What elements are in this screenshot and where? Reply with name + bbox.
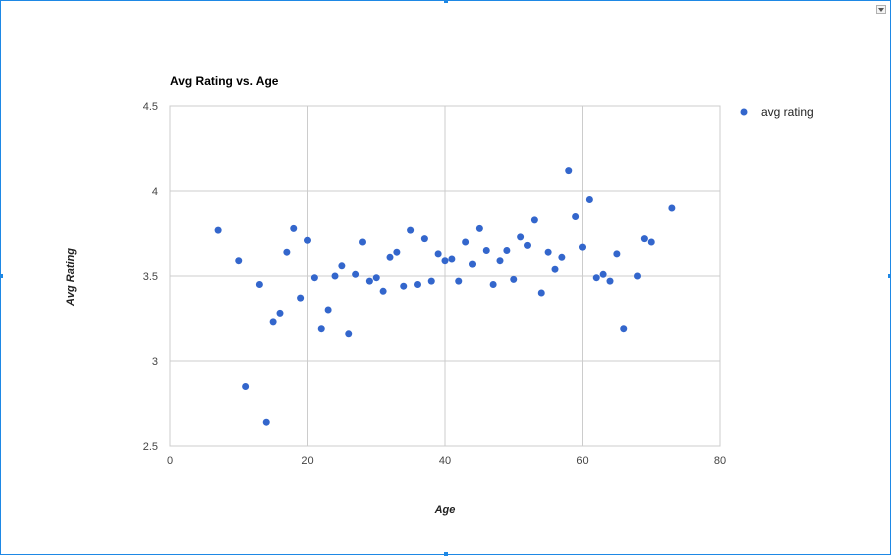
y-tick-label: 4: [152, 186, 158, 198]
y-tick-label: 3.5: [143, 271, 158, 283]
legend: avg rating: [740, 105, 814, 119]
data-point[interactable]: [579, 243, 586, 251]
data-point[interactable]: [365, 277, 373, 285]
data-point[interactable]: [269, 318, 277, 326]
data-point[interactable]: [668, 204, 676, 212]
data-point[interactable]: [462, 238, 470, 246]
data-point[interactable]: [379, 287, 387, 295]
data-point[interactable]: [386, 253, 394, 261]
chevron-down-icon: [878, 7, 884, 12]
data-point[interactable]: [585, 196, 593, 203]
data-point[interactable]: [544, 248, 552, 256]
x-tick-label: 40: [439, 455, 451, 467]
resize-handle-bottom[interactable]: [444, 552, 448, 556]
data-point[interactable]: [420, 235, 428, 243]
data-point[interactable]: [489, 281, 497, 288]
data-point[interactable]: [592, 274, 600, 282]
data-point[interactable]: [647, 238, 655, 246]
data-point[interactable]: [503, 247, 511, 254]
data-point[interactable]: [455, 277, 463, 285]
y-tick-label: 3: [152, 356, 158, 368]
resize-handle-left[interactable]: [0, 274, 3, 278]
data-point[interactable]: [434, 250, 442, 258]
data-point[interactable]: [606, 277, 614, 285]
data-point[interactable]: [297, 294, 305, 302]
data-point[interactable]: [599, 270, 607, 278]
data-point[interactable]: [310, 274, 318, 282]
data-point[interactable]: [400, 282, 408, 290]
x-tick-label: 20: [301, 455, 313, 467]
data-point[interactable]: [469, 260, 476, 268]
data-point[interactable]: [565, 167, 573, 175]
x-tick-label: 80: [714, 455, 726, 467]
data-point[interactable]: [517, 233, 525, 241]
data-point[interactable]: [345, 330, 353, 338]
x-axis-title: Age: [434, 504, 456, 516]
data-point[interactable]: [262, 418, 270, 426]
data-point[interactable]: [427, 277, 435, 285]
data-point[interactable]: [537, 289, 545, 297]
data-point[interactable]: [235, 257, 243, 265]
data-point[interactable]: [448, 255, 456, 263]
y-axis-ticks: 2.5 3 3.5 4 4.5: [143, 101, 158, 453]
data-point[interactable]: [482, 247, 490, 254]
data-point[interactable]: [510, 275, 518, 283]
data-point[interactable]: [290, 224, 298, 232]
data-point[interactable]: [496, 257, 504, 265]
plot-border: [169, 105, 721, 447]
data-point[interactable]: [640, 235, 648, 243]
data-point[interactable]: [317, 325, 325, 333]
legend-label-avg-rating: avg rating: [761, 105, 814, 119]
data-point[interactable]: [372, 274, 380, 282]
y-axis-title: Avg Rating: [65, 248, 77, 307]
data-point[interactable]: [255, 281, 263, 288]
data-point[interactable]: [620, 325, 628, 333]
data-point[interactable]: [613, 250, 621, 258]
y-tick-label: 4.5: [143, 101, 158, 113]
data-points: [214, 167, 676, 426]
data-point[interactable]: [393, 248, 401, 256]
data-point[interactable]: [359, 238, 366, 246]
resize-handle-top[interactable]: [444, 0, 448, 3]
data-point[interactable]: [475, 224, 483, 232]
chart-title: Avg Rating vs. Age: [170, 74, 279, 88]
data-point[interactable]: [283, 248, 291, 256]
data-point[interactable]: [304, 236, 311, 244]
data-point[interactable]: [414, 281, 421, 288]
data-point[interactable]: [214, 226, 222, 234]
data-point[interactable]: [558, 253, 566, 261]
data-point[interactable]: [242, 383, 250, 390]
data-point[interactable]: [530, 216, 538, 224]
x-tick-label: 0: [167, 455, 173, 467]
resize-handle-right[interactable]: [888, 274, 891, 278]
data-point[interactable]: [634, 272, 641, 280]
data-point[interactable]: [572, 213, 580, 220]
data-point[interactable]: [441, 257, 449, 265]
data-point[interactable]: [331, 272, 339, 280]
x-axis-ticks: 0 20 40 60 80: [167, 455, 726, 467]
chart-menu-button[interactable]: [876, 5, 886, 14]
data-point[interactable]: [551, 265, 559, 273]
data-point[interactable]: [524, 241, 531, 249]
data-point[interactable]: [338, 262, 346, 270]
x-tick-label: 60: [576, 455, 588, 467]
plot-area: [169, 105, 721, 447]
data-point[interactable]: [352, 270, 360, 278]
data-point[interactable]: [276, 309, 284, 317]
legend-marker-avg-rating: [740, 108, 748, 116]
y-tick-label: 2.5: [143, 441, 158, 453]
data-point[interactable]: [407, 226, 415, 234]
data-point[interactable]: [324, 306, 332, 314]
